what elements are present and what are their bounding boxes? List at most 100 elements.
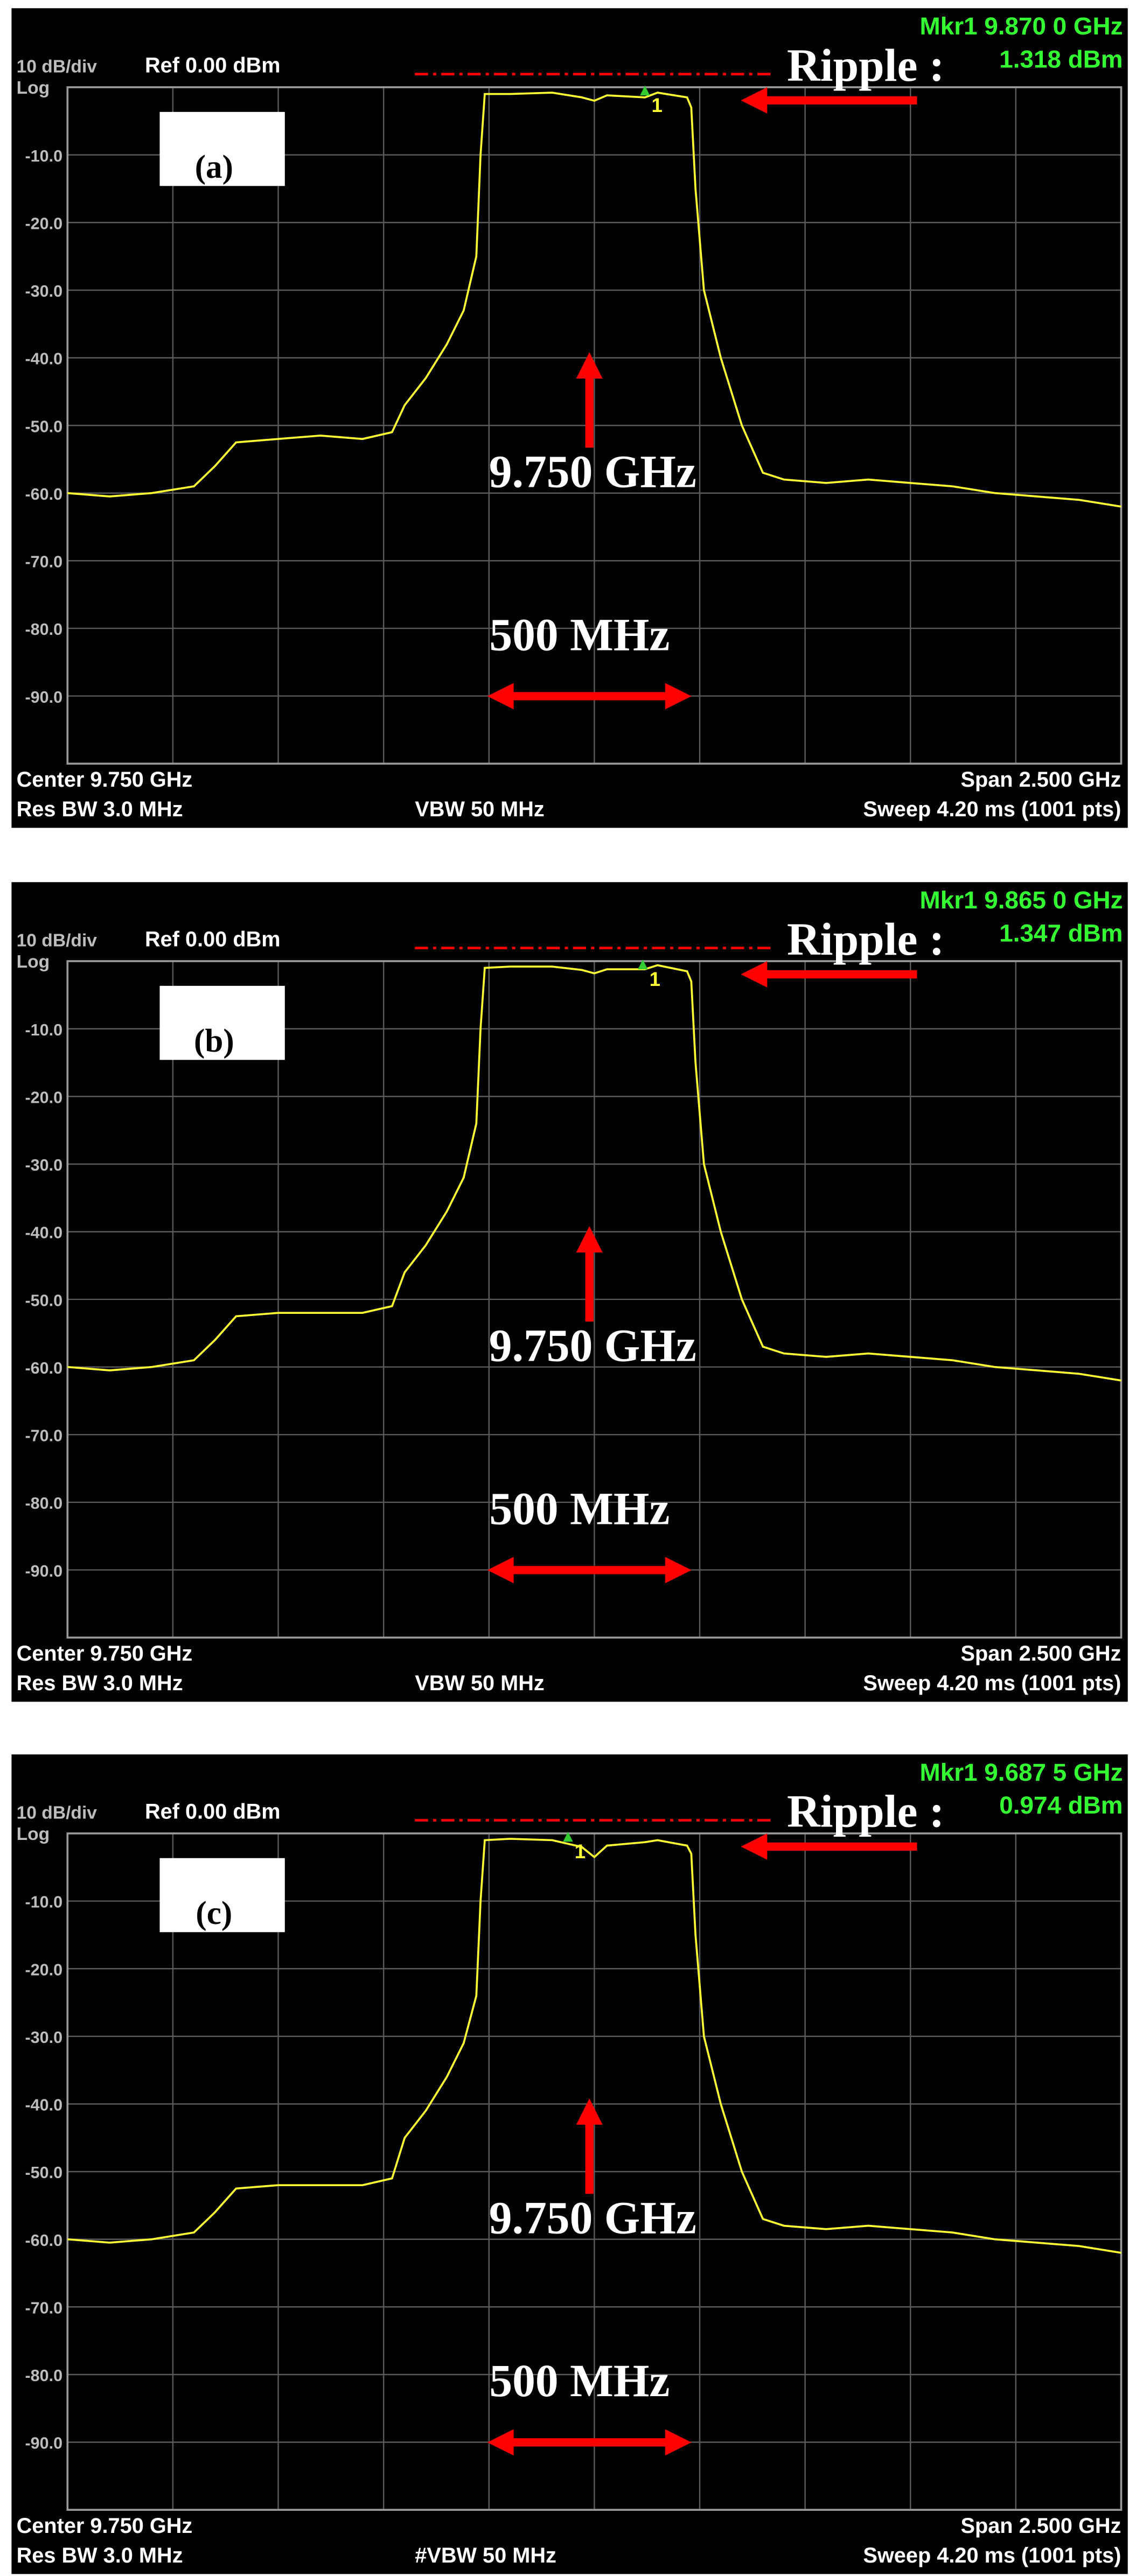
panel-label-box <box>159 1858 285 1933</box>
trace <box>67 1838 1121 2254</box>
plot-border <box>66 86 1123 765</box>
sweep-time: Sweep 4.20 ms (1001 pts) <box>863 2544 1121 2567</box>
y-tick-label: -70.0 <box>25 2299 63 2317</box>
marker-number: 1 <box>652 94 663 116</box>
y-tick-label: -10.0 <box>25 147 63 165</box>
marker-frequency: Mkr1 9.687 5 GHz <box>920 1759 1123 1786</box>
scale-mode: Log <box>17 78 50 98</box>
ref-level: Ref 0.00 dBm <box>145 1800 281 1823</box>
center-frequency: Center 9.750 GHz <box>17 1642 193 1665</box>
arrow-head <box>741 1833 768 1860</box>
y-tick-label: -50.0 <box>25 417 63 436</box>
arrow-head <box>487 1557 514 1584</box>
arrow-head <box>576 352 603 379</box>
y-tick-label: -30.0 <box>25 1156 63 1174</box>
marker-frequency: Mkr1 9.870 0 GHz <box>920 12 1123 40</box>
video-bandwidth: VBW 50 MHz <box>415 1671 545 1695</box>
panel-label-box <box>159 111 285 186</box>
ref-level: Ref 0.00 dBm <box>145 927 281 951</box>
ref-level: Ref 0.00 dBm <box>145 53 281 77</box>
marker-level: 1.347 dBm <box>999 919 1123 947</box>
y-tick-label: -30.0 <box>25 282 63 300</box>
sweep-time: Sweep 4.20 ms (1001 pts) <box>863 797 1121 821</box>
plot-border <box>66 960 1123 1639</box>
y-tick-label: -40.0 <box>25 1224 63 1242</box>
ripple-label: Ripple : <box>787 914 944 965</box>
arrow-head <box>576 2098 603 2125</box>
marker-symbol <box>638 959 648 970</box>
panel-label-box <box>159 985 285 1060</box>
y-tick-label: -50.0 <box>25 2164 63 2182</box>
arrow-head <box>487 2429 514 2456</box>
marker-number: 1 <box>650 968 660 990</box>
y-tick-label: -80.0 <box>25 2367 63 2385</box>
scale-mode: Log <box>17 952 50 972</box>
analyzer-panel: -10.0 -20.0 -30.0 -40.0 -50.0 -60.0 -70.0 -80.0… <box>11 8 1128 828</box>
y-tick-label: -80.0 <box>25 620 63 639</box>
y-tick-label: -30.0 <box>25 2028 63 2047</box>
y-tick-label: -40.0 <box>25 350 63 368</box>
y-tick-label: -20.0 <box>25 214 63 233</box>
marker-number: 1 <box>575 1840 586 1863</box>
scale-label: 10 dB/div <box>17 57 97 76</box>
bandwidth-label: 500 MHz <box>489 1483 670 1534</box>
marker-symbol <box>640 85 650 96</box>
center-frequency: Center 9.750 GHz <box>17 2514 193 2538</box>
arrow-head <box>576 1226 603 1252</box>
span: Span 2.500 GHz <box>960 1642 1121 1665</box>
scale-label: 10 dB/div <box>17 930 97 950</box>
center-frequency-label: 9.750 GHz <box>489 1320 696 1371</box>
center-frequency-label: 9.750 GHz <box>489 2193 696 2244</box>
y-tick-label: -80.0 <box>25 1494 63 1513</box>
y-tick-label: -60.0 <box>25 485 63 503</box>
trace <box>67 92 1121 508</box>
resolution-bandwidth: Res BW 3.0 MHz <box>17 2544 183 2567</box>
y-tick-label: -60.0 <box>25 1359 63 1377</box>
resolution-bandwidth: Res BW 3.0 MHz <box>17 797 183 821</box>
center-frequency: Center 9.750 GHz <box>17 768 193 792</box>
y-tick-label: -90.0 <box>25 2434 63 2453</box>
span: Span 2.500 GHz <box>960 768 1121 792</box>
analyzer-panel: -10.0 -20.0 -30.0 -40.0 -50.0 -60.0 -70.0 -80.0… <box>11 882 1128 1702</box>
arrow-head <box>665 1557 692 1584</box>
analyzer-panel: -10.0 -20.0 -30.0 -40.0 -50.0 -60.0 -70.0 -80.0… <box>11 1754 1128 2574</box>
trace <box>67 964 1121 1382</box>
arrow-head <box>741 961 768 988</box>
bandwidth-label: 500 MHz <box>489 2355 670 2406</box>
marker-frequency: Mkr1 9.865 0 GHz <box>920 886 1123 914</box>
arrow-head <box>665 683 692 710</box>
panel-label: (c) <box>196 1895 232 1931</box>
arrow-head <box>665 2429 692 2456</box>
y-tick-label: -70.0 <box>25 553 63 571</box>
marker-symbol <box>563 1831 573 1842</box>
y-tick-label: -20.0 <box>25 1961 63 1979</box>
plot-border <box>66 1832 1123 2511</box>
marker-level: 0.974 dBm <box>999 1791 1123 1819</box>
y-tick-label: -90.0 <box>25 688 63 706</box>
arrow-head <box>741 87 768 114</box>
sweep-time: Sweep 4.20 ms (1001 pts) <box>863 1671 1121 1695</box>
video-bandwidth: #VBW 50 MHz <box>415 2544 556 2567</box>
y-tick-label: -70.0 <box>25 1427 63 1445</box>
marker-level: 1.318 dBm <box>999 45 1123 73</box>
center-frequency-label: 9.750 GHz <box>489 446 696 498</box>
panel-label: (a) <box>195 149 233 185</box>
arrow-head <box>487 683 514 710</box>
resolution-bandwidth: Res BW 3.0 MHz <box>17 1671 183 1695</box>
video-bandwidth: VBW 50 MHz <box>415 797 545 821</box>
bandwidth-label: 500 MHz <box>489 609 670 660</box>
span: Span 2.500 GHz <box>960 2514 1121 2538</box>
scale-label: 10 dB/div <box>17 1803 97 1823</box>
y-tick-label: -20.0 <box>25 1088 63 1107</box>
y-tick-label: -90.0 <box>25 1562 63 1580</box>
y-tick-label: -10.0 <box>25 1021 63 1039</box>
scale-mode: Log <box>17 1824 50 1844</box>
y-tick-label: -50.0 <box>25 1291 63 1310</box>
panel-label: (b) <box>194 1023 234 1059</box>
ripple-label: Ripple : <box>787 1786 944 1837</box>
y-tick-label: -40.0 <box>25 2096 63 2115</box>
ripple-label: Ripple : <box>787 40 944 91</box>
y-tick-label: -60.0 <box>25 2231 63 2250</box>
y-tick-label: -10.0 <box>25 1893 63 1912</box>
